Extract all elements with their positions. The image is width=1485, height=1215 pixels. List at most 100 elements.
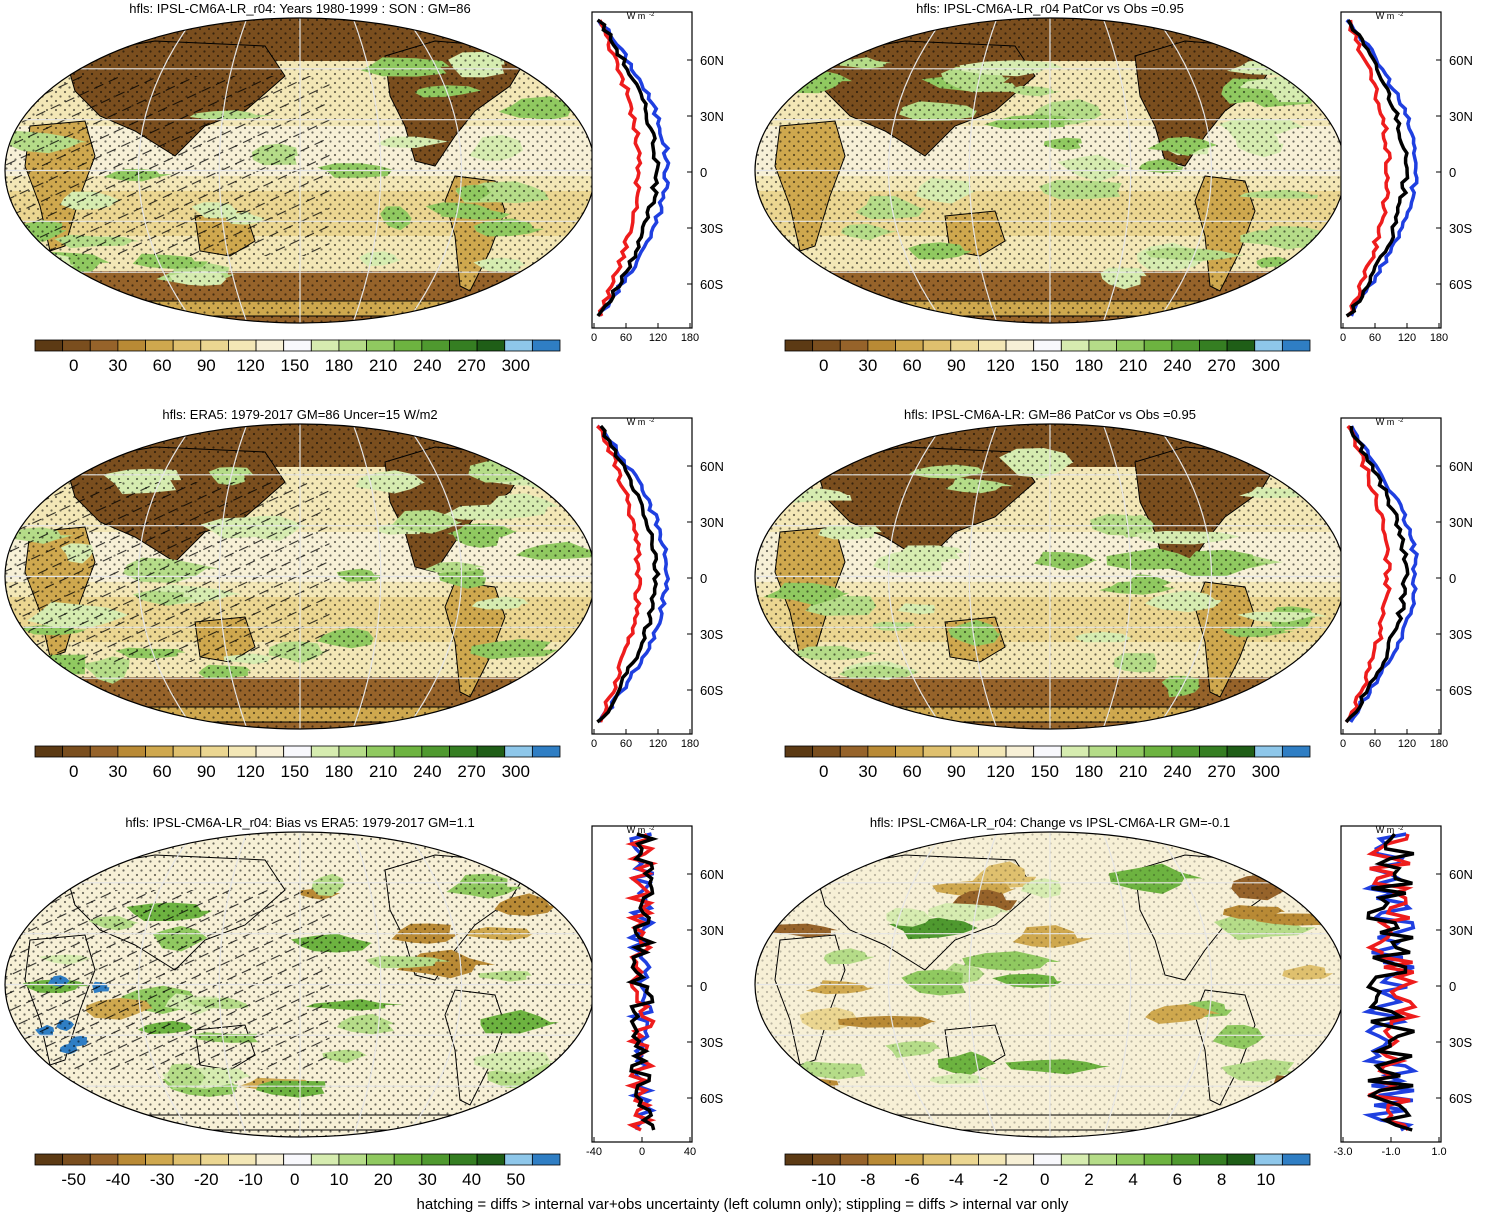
colorbar-label: 60	[903, 762, 922, 781]
colorbar-swatch	[255, 1153, 285, 1166]
profile-ytick-label: 30N	[700, 109, 724, 124]
profile-ytick-label: 30N	[1449, 923, 1473, 938]
graticule	[968, 424, 999, 729]
profile-xtick-label: 60	[1369, 332, 1381, 344]
profile-xtick-label: 120	[649, 738, 667, 750]
zonal-profile: W m -2 60N 30N 0 30S 60S 0 60 120 180	[591, 11, 724, 344]
profile-xtick-label: 0	[591, 738, 597, 750]
colorbar-swatch	[421, 745, 450, 758]
graticule	[1101, 18, 1132, 323]
colorbar-label: 150	[281, 356, 309, 375]
profile-xtick-label: 60	[1369, 738, 1381, 750]
colorbar-swatch	[895, 1153, 924, 1166]
line-obs	[597, 19, 643, 317]
colorbar-swatch	[338, 1153, 367, 1166]
colorbar-label: 40	[462, 1170, 481, 1189]
profile-xtick-label: 60	[620, 738, 632, 750]
line-mean	[596, 424, 661, 724]
line-mean	[596, 18, 661, 318]
colorbar-swatch	[1143, 745, 1173, 758]
colorbar-label: -20	[194, 1170, 219, 1189]
colorbar: 0 30 60 90 120 150 180 210 240 270 300	[784, 745, 1311, 781]
colorbar-swatch	[839, 1153, 869, 1166]
line-obs	[596, 424, 643, 723]
graticule	[218, 18, 249, 323]
panel-1: hfls: IPSL-CM6A-LR_r04: Years 1980-1999 …	[4, 1, 724, 375]
zonal-profile: W m -2 60N 30N 0 30S 60S 0 60 120 180	[591, 417, 724, 750]
graticule	[968, 18, 999, 323]
graticule	[888, 18, 946, 323]
colorbar-label: 20	[374, 1170, 393, 1189]
profile-xtick-label: -3.0	[1334, 1146, 1353, 1158]
colorbar-swatch	[1143, 1153, 1173, 1166]
colorbar-swatch	[1033, 1153, 1062, 1166]
profile-ytick-label: 30S	[700, 221, 723, 236]
profile-unit: W m	[627, 417, 646, 427]
profile-ytick-label: 30S	[1449, 221, 1472, 236]
colorbar-label: -10	[811, 1170, 836, 1189]
colorbar-swatch	[1005, 339, 1035, 352]
profile-ytick-label: 60S	[700, 1091, 723, 1106]
profile-ytick-label: 0	[700, 165, 707, 180]
colorbar-swatch	[1088, 339, 1117, 352]
colorbar-swatch	[283, 339, 312, 352]
profile-ytick-label: 60N	[700, 867, 724, 882]
panel-title: hfls: IPSL-CM6A-LR_r04: Change vs IPSL-C…	[870, 815, 1230, 830]
line-obs	[1346, 19, 1392, 318]
profile-ytick-label: 60S	[700, 683, 723, 698]
colorbar-swatch	[1116, 339, 1145, 352]
colorbar-label: 210	[1119, 762, 1147, 781]
colorbar-swatch	[1226, 745, 1256, 758]
colorbar-swatch	[1199, 1153, 1228, 1166]
colorbar-label: 180	[1075, 356, 1103, 375]
colorbar-swatch	[867, 745, 896, 758]
colorbar-label: 0	[290, 1170, 299, 1189]
colorbar-swatch	[1254, 1153, 1283, 1166]
profile-ytick-label: 60N	[1449, 867, 1473, 882]
colorbar-label: 60	[903, 356, 922, 375]
profile-unit-superscript: -2	[649, 826, 655, 832]
profile-ytick-label: 0	[700, 571, 707, 586]
zonal-profile: W m -2 60N 30N 0 30S 60S 0 60 120 180	[1340, 11, 1473, 344]
colorbar-swatch	[1281, 339, 1311, 352]
colorbar-swatch	[62, 339, 91, 352]
profile-ytick-label: 30S	[700, 627, 723, 642]
colorbar-label: 300	[502, 356, 530, 375]
colorbar-label: 0	[819, 762, 828, 781]
profile-unit-superscript: -2	[1398, 12, 1404, 18]
panel-6: hfls: IPSL-CM6A-LR_r04: Change vs IPSL-C…	[754, 815, 1473, 1189]
profile-ytick-label: 30N	[700, 923, 724, 938]
colorbar-swatch	[531, 1153, 561, 1166]
profile-ytick-label: 0	[1449, 979, 1456, 994]
profile-frame	[1340, 11, 1442, 329]
colorbar-swatch	[62, 1153, 91, 1166]
colorbar-label: -10	[238, 1170, 263, 1189]
colorbar-label: 0	[69, 356, 78, 375]
colorbar-swatch	[172, 1153, 202, 1166]
profile-xtick-label: 120	[649, 332, 667, 344]
footnote: hatching = diffs > internal var+obs unce…	[416, 1196, 1069, 1213]
panel-title: hfls: IPSL-CM6A-LR_r04: Bias vs ERA5: 19…	[125, 815, 474, 830]
colorbar-swatch	[504, 745, 533, 758]
panel-3: hfls: ERA5: 1979-2017 GM=86 Uncer=15 W/m…	[4, 407, 724, 781]
colorbar-swatch	[922, 339, 952, 352]
colorbar-swatch	[1088, 1153, 1117, 1166]
colorbar-label: 270	[457, 356, 485, 375]
colorbar-swatch	[89, 1153, 119, 1166]
colorbar-label: 180	[1075, 762, 1103, 781]
colorbar-swatch	[200, 745, 229, 758]
colorbar-label: 90	[197, 762, 216, 781]
colorbar-swatch	[531, 745, 561, 758]
profile-ytick-label: 30N	[1449, 109, 1473, 124]
colorbar-swatch	[784, 339, 814, 352]
profile-xtick-label: 0	[1340, 738, 1346, 750]
colorbar-swatch	[1171, 339, 1200, 352]
graticule	[351, 424, 382, 729]
colorbar-swatch	[839, 339, 869, 352]
colorbar-swatch	[366, 1153, 395, 1166]
field-blob	[14, 53, 71, 69]
colorbar-label: -40	[106, 1170, 131, 1189]
profile-ytick-label: 60S	[700, 277, 723, 292]
colorbar-label: 270	[1207, 356, 1235, 375]
colorbar-swatch	[1199, 745, 1228, 758]
